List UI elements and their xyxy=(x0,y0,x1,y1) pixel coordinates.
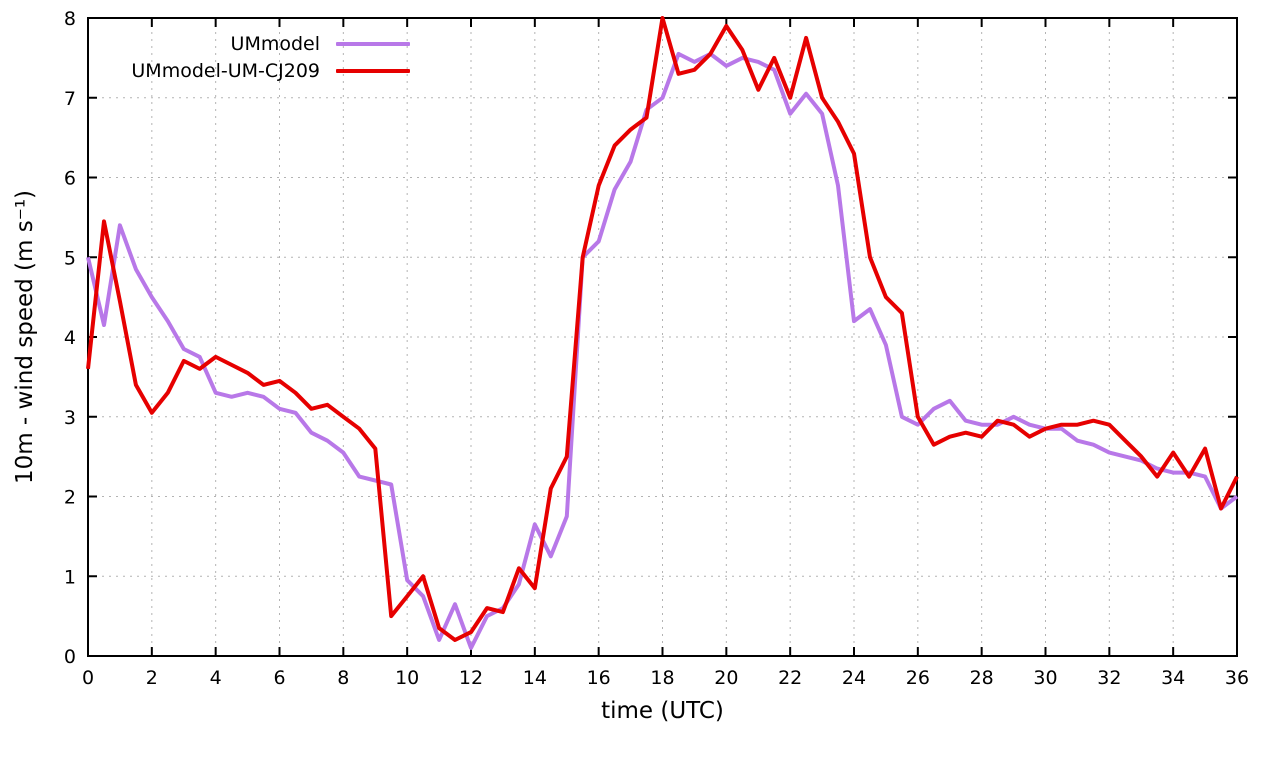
y-axis-label: 10m - wind speed (m s⁻¹) xyxy=(12,189,38,485)
legend: UMmodel UMmodel-UM-CJ209 xyxy=(88,30,410,84)
y-tick-label: 2 xyxy=(64,487,76,509)
x-tick-label: 26 xyxy=(906,667,930,689)
x-tick-label: 4 xyxy=(210,667,222,689)
y-tick-label: 6 xyxy=(64,168,76,190)
y-tick-label: 5 xyxy=(64,247,76,269)
x-tick-label: 34 xyxy=(1161,667,1185,689)
legend-item-ummodel-um-cj209: UMmodel-UM-CJ209 xyxy=(88,57,410,84)
x-tick-label: 30 xyxy=(1033,667,1057,689)
x-tick-label: 18 xyxy=(650,667,674,689)
x-axis-label: time (UTC) xyxy=(601,698,724,724)
x-tick-label: 36 xyxy=(1225,667,1249,689)
x-tick-label: 6 xyxy=(273,667,285,689)
x-tick-label: 8 xyxy=(337,667,349,689)
legend-label-ummodel: UMmodel xyxy=(230,32,320,55)
x-tick-label: 28 xyxy=(970,667,994,689)
x-tick-label: 24 xyxy=(842,667,866,689)
x-tick-label: 22 xyxy=(778,667,802,689)
x-tick-label: 0 xyxy=(82,667,94,689)
legend-line-sample-ummodel xyxy=(336,41,410,46)
x-tick-label: 32 xyxy=(1097,667,1121,689)
legend-line-sample-ummodel-um-cj209 xyxy=(336,68,410,73)
y-tick-label: 8 xyxy=(64,8,76,30)
y-tick-label: 1 xyxy=(64,566,76,588)
legend-label-ummodel-um-cj209: UMmodel-UM-CJ209 xyxy=(131,59,320,82)
series-line-ummodel-um-cj209 xyxy=(86,16,1239,642)
x-tick-label: 16 xyxy=(587,667,611,689)
y-tick-label: 7 xyxy=(64,88,76,110)
y-tick-label: 4 xyxy=(64,327,76,349)
y-tick-label: 3 xyxy=(64,407,76,429)
legend-item-ummodel: UMmodel xyxy=(88,30,410,57)
x-tick-label: 20 xyxy=(714,667,738,689)
x-tick-label: 10 xyxy=(395,667,419,689)
y-tick-label: 0 xyxy=(64,646,76,668)
x-tick-label: 14 xyxy=(523,667,547,689)
x-tick-label: 2 xyxy=(146,667,158,689)
x-tick-label: 12 xyxy=(459,667,483,689)
